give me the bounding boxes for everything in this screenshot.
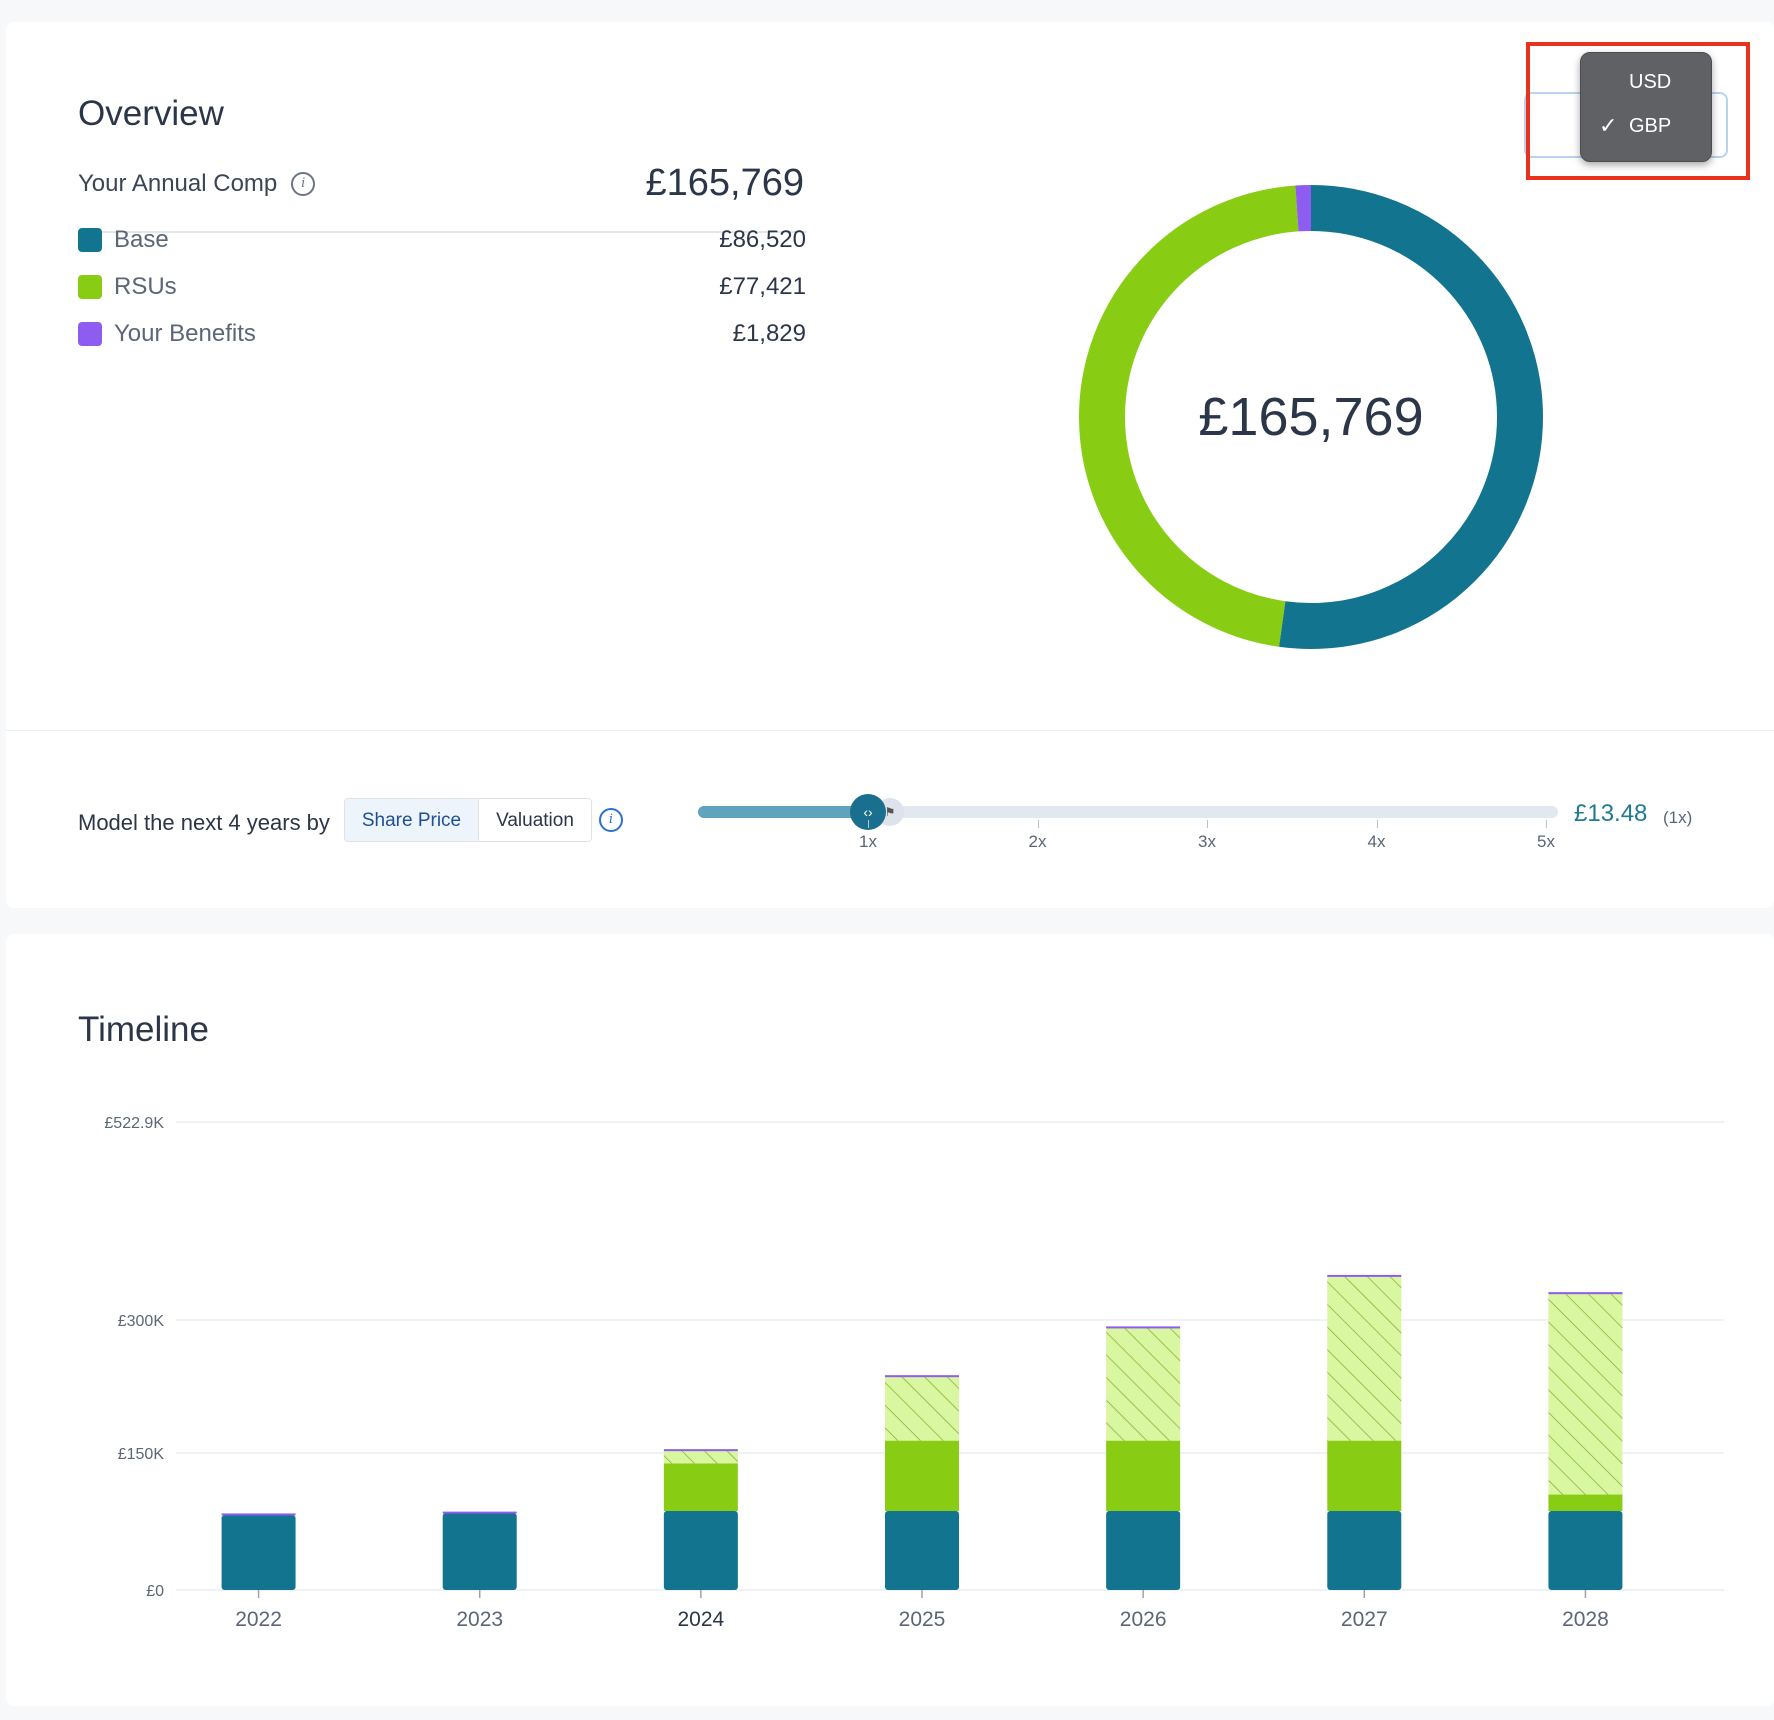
divider (78, 231, 806, 233)
bar-segment-projected-rsus[interactable] (1106, 1328, 1181, 1441)
bar-segment-projected-rsus[interactable] (663, 1450, 738, 1464)
multiplier-slider-track[interactable] (698, 806, 1558, 818)
y-tick-label: £522.9K (104, 1115, 164, 1132)
overview-card: Overview Your Annual Comp i £165,769 Bas… (6, 22, 1774, 908)
slider-tick-mark (1546, 820, 1547, 828)
share-price-value: £13.48 (1574, 800, 1648, 827)
bar-segment-base[interactable] (442, 1513, 517, 1590)
legend-row-benefits: Your Benefits £1,829 (78, 319, 806, 349)
slider-tick-mark (868, 820, 869, 828)
bar-segment-rsus[interactable] (663, 1463, 738, 1511)
info-icon[interactable]: i (599, 808, 623, 832)
slider-tick-mark (1207, 820, 1208, 828)
bar-segment-your-benefits[interactable] (442, 1511, 517, 1514)
bar-segment-base[interactable] (663, 1510, 738, 1590)
section-divider (6, 730, 1774, 731)
overview-title: Overview (78, 94, 224, 133)
bar-segment-rsus[interactable] (885, 1440, 959, 1511)
y-tick-label: £0 (146, 1583, 164, 1600)
bar-segment-projected-rsus[interactable] (1327, 1276, 1402, 1441)
legend-label: Your Benefits (114, 320, 256, 347)
legend-value: £77,421 (719, 273, 806, 300)
x-tick-label: 2023 (456, 1608, 503, 1631)
currency-dropdown-menu: USD ✓ GBP (1580, 52, 1712, 162)
bar-segment-rsus[interactable] (1548, 1494, 1623, 1511)
timeline-bar-chart: £0 £150K £300K £522.9K 2022 2023 2024 2025 2026 2… (104, 1115, 1724, 1631)
bar-segment-projected-rsus[interactable] (885, 1376, 959, 1441)
checkmark-icon: ✓ (1599, 113, 1618, 138)
y-tick-label: £150K (118, 1446, 165, 1463)
bar-segment-rsus[interactable] (1327, 1440, 1402, 1511)
bar-segment-rsus[interactable] (1106, 1440, 1181, 1511)
annual-comp-label-text: Your Annual Comp (78, 170, 278, 197)
donut-slice-rsus (1079, 185, 1543, 649)
timeline-title: Timeline (78, 1010, 209, 1049)
slider-tick-mark (1037, 820, 1039, 828)
comp-donut-chart: £165,769 (1079, 185, 1543, 649)
bar-segment-your-benefits[interactable] (1327, 1274, 1402, 1277)
legend-value: £1,829 (732, 320, 806, 347)
share-price-multiplier: (1x) (1663, 808, 1693, 827)
x-tick-label: 2026 (1120, 1608, 1167, 1631)
legend-label: RSUs (114, 273, 177, 300)
tab-share-price[interactable]: Share Price (344, 798, 479, 842)
tab-valuation[interactable]: Valuation (478, 798, 592, 842)
bar-segment-your-benefits[interactable] (1548, 1292, 1623, 1295)
slider-tick-label: 5x (1537, 832, 1555, 851)
slider-tick-label: 4x (1367, 832, 1386, 851)
currency-option-gbp[interactable]: GBP (1629, 115, 1672, 137)
y-tick-label: £300K (118, 1313, 165, 1330)
slider-tick-label: 3x (1198, 832, 1216, 851)
bar-segment-projected-rsus[interactable] (1548, 1293, 1623, 1495)
legend-value: £86,520 (719, 226, 806, 253)
bar-segment-base[interactable] (1548, 1510, 1623, 1590)
slider-tick-label: 1x (859, 832, 877, 851)
legend-swatch (78, 275, 102, 299)
timeline-card: Timeline £0 £150K £300K £522.9K 2022 2023 2024… (6, 934, 1774, 1706)
donut-slice-your-benefits (1079, 185, 1543, 649)
annual-comp-total: £165,769 (645, 162, 805, 204)
legend-label: Base (114, 226, 169, 253)
currency-option-usd[interactable]: USD (1629, 71, 1672, 93)
x-tick-label: 2022 (235, 1608, 282, 1631)
x-tick-label: 2027 (1341, 1608, 1388, 1631)
bar-segment-your-benefits[interactable] (885, 1375, 959, 1378)
annual-comp-label: Your Annual Comp i (78, 170, 316, 198)
legend-swatch (78, 322, 102, 346)
legend-row-base: Base £86,520 (78, 225, 806, 255)
bar-segment-base[interactable] (1327, 1510, 1402, 1590)
bar-segment-base[interactable] (885, 1510, 959, 1590)
donut-center-value: £165,769 (1198, 387, 1423, 447)
x-tick-label: 2025 (899, 1608, 946, 1631)
x-tick-label: 2028 (1562, 1608, 1609, 1631)
multiplier-slider-fill (698, 806, 868, 818)
highlight-annotation-box (1526, 42, 1750, 180)
bar-segment-base[interactable] (1106, 1510, 1181, 1590)
bar-segment-base[interactable] (221, 1515, 296, 1590)
bar-segment-your-benefits[interactable] (663, 1449, 738, 1452)
legend-row-rsus: RSUs £77,421 (78, 272, 806, 302)
bar-segment-your-benefits[interactable] (1106, 1326, 1181, 1329)
slider-tick-label: 2x (1028, 832, 1047, 851)
info-icon[interactable]: i (291, 172, 316, 196)
legend-swatch (78, 228, 102, 252)
slider-tick-mark (1376, 820, 1378, 828)
model-label: Model the next 4 years by (78, 810, 330, 835)
bar-segment-your-benefits[interactable] (221, 1513, 296, 1516)
x-tick-label: 2024 (677, 1608, 724, 1631)
